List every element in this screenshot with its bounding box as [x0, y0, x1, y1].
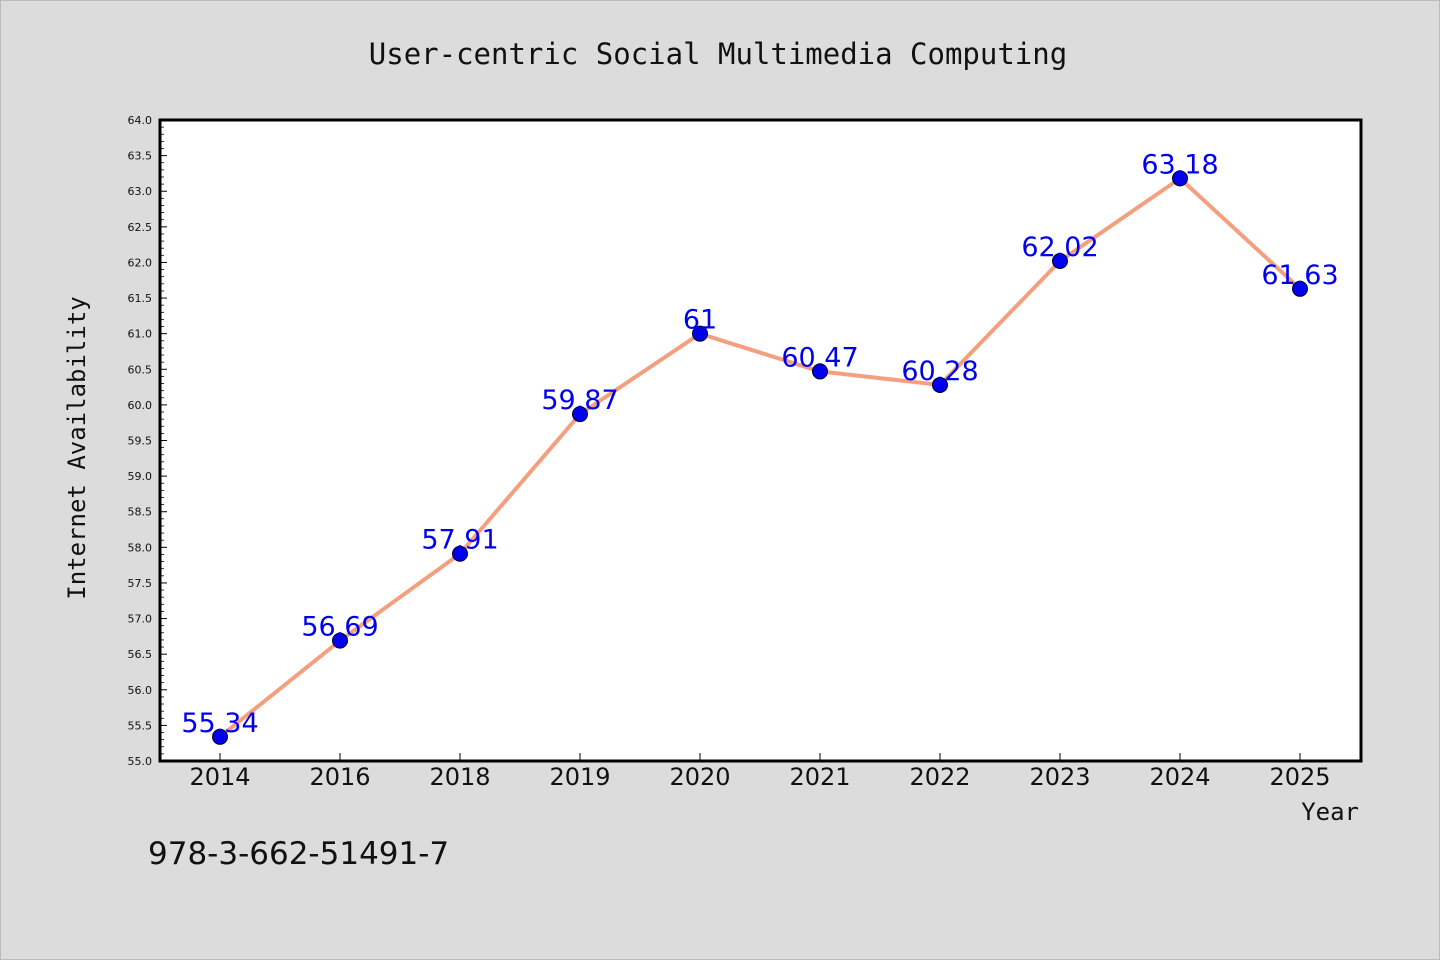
y-tick-label: 63.0 — [128, 185, 153, 198]
x-tick-label: 2023 — [1029, 763, 1090, 791]
data-point — [1292, 280, 1308, 297]
data-point — [812, 363, 828, 380]
y-axis: 55.0 55.5 56.0 56.5 57.0 57.5 58.0 58.5 59.0 59.5… — [128, 114, 167, 768]
data-label: 63.18 — [1141, 149, 1218, 180]
series-line — [218, 176, 1302, 739]
x-axis: 2014 2016 2018 2019 2020 2021 2022 2023 2024 2025 — [189, 753, 1331, 791]
y-tick-label: 62.5 — [128, 221, 153, 234]
data-point — [932, 376, 948, 393]
x-tick-label: 2022 — [909, 763, 970, 791]
x-tick-label: 2019 — [549, 763, 610, 791]
y-tick-label: 56.0 — [128, 684, 153, 697]
y-tick-label: 61.0 — [128, 328, 153, 341]
data-label: 55.34 — [181, 708, 258, 739]
x-tick-label: 2020 — [669, 763, 730, 791]
data-point — [212, 728, 228, 745]
data-point — [1172, 170, 1188, 187]
footer-isbn: 978-3-662-51491-7 — [148, 836, 449, 872]
y-tick-label: 55.0 — [128, 755, 153, 768]
data-point — [1052, 253, 1068, 270]
y-tick-label: 60.0 — [128, 399, 153, 412]
data-label: 61 — [683, 305, 717, 336]
x-tick-label: 2016 — [309, 763, 370, 791]
y-tick-label: 61.5 — [128, 292, 153, 305]
y-tick-label: 58.5 — [128, 506, 153, 519]
y-tick-label: 62.0 — [128, 256, 153, 269]
data-label: 59.87 — [541, 385, 618, 416]
data-label: 60.28 — [901, 356, 978, 387]
y-tick-label: 57.0 — [128, 613, 153, 626]
series-layer: 55.34 56.69 57.91 59.87 61 60.47 60.28 62.02 63.… — [181, 149, 1339, 745]
data-point — [332, 632, 348, 649]
x-tick-label: 2024 — [1149, 763, 1210, 791]
y-tick-label: 57.5 — [128, 577, 153, 590]
x-tick-label: 2018 — [429, 763, 490, 791]
plot-area — [158, 118, 1363, 763]
y-tick-label: 63.5 — [128, 150, 153, 163]
data-label: 57.91 — [421, 525, 498, 556]
y-tick-label: 58.0 — [128, 541, 153, 554]
data-label: 61.63 — [1261, 260, 1338, 291]
data-point — [452, 545, 468, 562]
y-tick-label: 59.5 — [128, 435, 153, 448]
y-tick-label: 56.5 — [128, 648, 153, 661]
x-tick-label: 2014 — [189, 763, 250, 791]
data-label: 62.02 — [1021, 232, 1098, 263]
data-label: 60.47 — [781, 342, 858, 373]
data-label: 56.69 — [301, 612, 378, 643]
data-point — [572, 406, 588, 423]
x-tick-label: 2025 — [1269, 763, 1330, 791]
data-point — [692, 325, 708, 342]
y-tick-label: 55.5 — [128, 719, 153, 732]
chart-title: User-centric Social Multimedia Computing — [369, 37, 1067, 71]
y-axis-label: Internet Availability — [63, 296, 91, 599]
x-axis-label: Year — [1301, 798, 1359, 826]
y-tick-label: 59.0 — [128, 470, 153, 483]
x-tick-label: 2021 — [789, 763, 850, 791]
y-tick-label: 64.0 — [128, 114, 153, 127]
y-tick-label: 60.5 — [128, 363, 153, 376]
